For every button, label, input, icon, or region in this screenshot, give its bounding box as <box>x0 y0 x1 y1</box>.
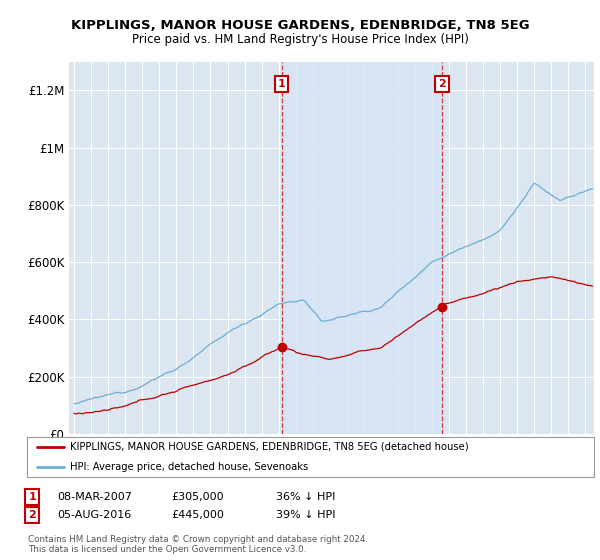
Text: 05-AUG-2016: 05-AUG-2016 <box>57 510 131 520</box>
Text: 1: 1 <box>28 492 36 502</box>
Text: HPI: Average price, detached house, Sevenoaks: HPI: Average price, detached house, Seve… <box>70 462 308 472</box>
Text: 36% ↓ HPI: 36% ↓ HPI <box>276 492 335 502</box>
Text: 2: 2 <box>438 79 446 89</box>
Text: Price paid vs. HM Land Registry's House Price Index (HPI): Price paid vs. HM Land Registry's House … <box>131 32 469 46</box>
Text: KIPPLINGS, MANOR HOUSE GARDENS, EDENBRIDGE, TN8 5EG (detached house): KIPPLINGS, MANOR HOUSE GARDENS, EDENBRID… <box>70 442 468 452</box>
Text: £445,000: £445,000 <box>171 510 224 520</box>
Text: 2: 2 <box>28 510 36 520</box>
Text: 08-MAR-2007: 08-MAR-2007 <box>57 492 132 502</box>
Text: Contains HM Land Registry data © Crown copyright and database right 2024.
This d: Contains HM Land Registry data © Crown c… <box>28 535 368 554</box>
Text: £305,000: £305,000 <box>171 492 224 502</box>
Text: 1: 1 <box>278 79 286 89</box>
Text: KIPPLINGS, MANOR HOUSE GARDENS, EDENBRIDGE, TN8 5EG: KIPPLINGS, MANOR HOUSE GARDENS, EDENBRID… <box>71 18 529 32</box>
Text: 39% ↓ HPI: 39% ↓ HPI <box>276 510 335 520</box>
Bar <box>282 62 442 434</box>
